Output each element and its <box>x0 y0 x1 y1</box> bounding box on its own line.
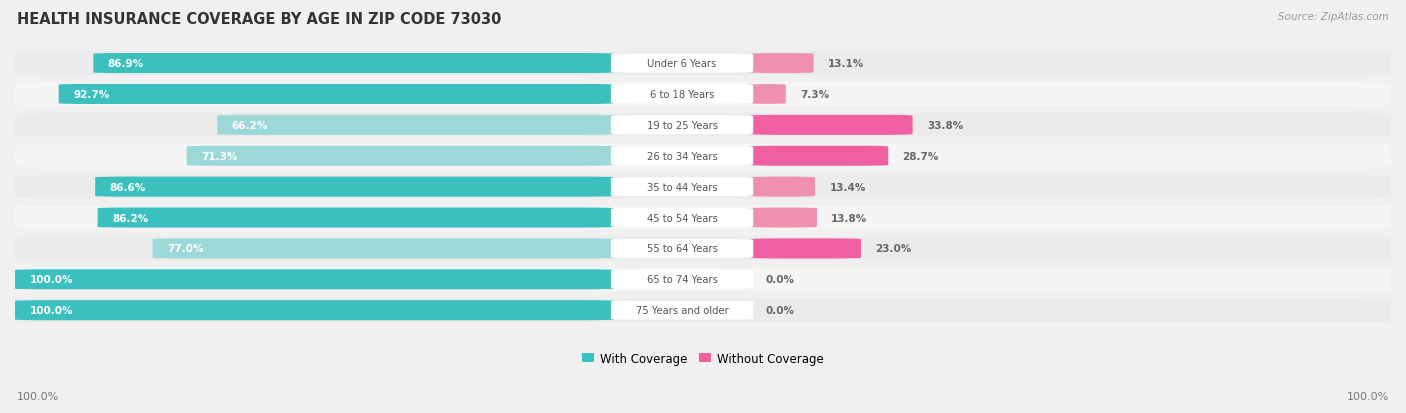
FancyBboxPatch shape <box>751 177 815 197</box>
FancyBboxPatch shape <box>15 237 1391 261</box>
Text: 100.0%: 100.0% <box>30 275 73 285</box>
FancyBboxPatch shape <box>15 300 613 320</box>
Text: 33.8%: 33.8% <box>927 121 963 131</box>
Text: 23.0%: 23.0% <box>876 244 911 254</box>
FancyBboxPatch shape <box>15 145 1391 168</box>
Text: 55 to 64 Years: 55 to 64 Years <box>647 244 717 254</box>
FancyBboxPatch shape <box>15 114 1391 138</box>
Text: 7.3%: 7.3% <box>800 90 830 100</box>
Legend: With Coverage, Without Coverage: With Coverage, Without Coverage <box>582 352 824 365</box>
Text: 26 to 34 Years: 26 to 34 Years <box>647 152 717 161</box>
FancyBboxPatch shape <box>93 54 613 74</box>
Text: 71.3%: 71.3% <box>201 152 238 161</box>
FancyBboxPatch shape <box>751 54 814 74</box>
FancyBboxPatch shape <box>217 116 613 135</box>
FancyBboxPatch shape <box>15 299 1391 322</box>
Text: 86.2%: 86.2% <box>112 213 148 223</box>
FancyBboxPatch shape <box>187 146 613 166</box>
FancyBboxPatch shape <box>153 239 613 259</box>
Text: 45 to 54 Years: 45 to 54 Years <box>647 213 717 223</box>
FancyBboxPatch shape <box>15 83 1391 107</box>
Text: 28.7%: 28.7% <box>903 152 939 161</box>
FancyBboxPatch shape <box>96 177 613 197</box>
Text: Under 6 Years: Under 6 Years <box>647 59 717 69</box>
FancyBboxPatch shape <box>751 146 889 166</box>
Text: 0.0%: 0.0% <box>765 275 794 285</box>
FancyBboxPatch shape <box>15 270 613 290</box>
FancyBboxPatch shape <box>610 178 754 197</box>
FancyBboxPatch shape <box>610 270 754 289</box>
FancyBboxPatch shape <box>610 301 754 320</box>
FancyBboxPatch shape <box>15 206 1391 230</box>
FancyBboxPatch shape <box>15 52 1391 76</box>
Text: 86.6%: 86.6% <box>110 182 146 192</box>
FancyBboxPatch shape <box>610 147 754 166</box>
FancyBboxPatch shape <box>751 85 786 105</box>
Text: 100.0%: 100.0% <box>1347 391 1389 401</box>
Text: 0.0%: 0.0% <box>765 306 794 316</box>
FancyBboxPatch shape <box>610 116 754 135</box>
Text: Source: ZipAtlas.com: Source: ZipAtlas.com <box>1278 12 1389 22</box>
FancyBboxPatch shape <box>610 55 754 73</box>
FancyBboxPatch shape <box>15 175 1391 199</box>
FancyBboxPatch shape <box>751 208 817 228</box>
Text: 13.1%: 13.1% <box>828 59 865 69</box>
Text: HEALTH INSURANCE COVERAGE BY AGE IN ZIP CODE 73030: HEALTH INSURANCE COVERAGE BY AGE IN ZIP … <box>17 12 502 27</box>
Text: 77.0%: 77.0% <box>167 244 204 254</box>
Text: 13.8%: 13.8% <box>831 213 868 223</box>
FancyBboxPatch shape <box>97 208 613 228</box>
FancyBboxPatch shape <box>751 116 912 135</box>
Text: 92.7%: 92.7% <box>73 90 110 100</box>
Text: 86.9%: 86.9% <box>108 59 143 69</box>
Text: 75 Years and older: 75 Years and older <box>636 306 728 316</box>
FancyBboxPatch shape <box>610 240 754 258</box>
FancyBboxPatch shape <box>15 268 1391 292</box>
Text: 35 to 44 Years: 35 to 44 Years <box>647 182 717 192</box>
Text: 65 to 74 Years: 65 to 74 Years <box>647 275 717 285</box>
Text: 13.4%: 13.4% <box>830 182 866 192</box>
FancyBboxPatch shape <box>610 209 754 228</box>
Text: 100.0%: 100.0% <box>30 306 73 316</box>
Text: 19 to 25 Years: 19 to 25 Years <box>647 121 717 131</box>
Text: 100.0%: 100.0% <box>17 391 59 401</box>
Text: 6 to 18 Years: 6 to 18 Years <box>650 90 714 100</box>
FancyBboxPatch shape <box>751 239 860 259</box>
Text: 66.2%: 66.2% <box>232 121 267 131</box>
FancyBboxPatch shape <box>59 85 613 105</box>
FancyBboxPatch shape <box>610 85 754 104</box>
